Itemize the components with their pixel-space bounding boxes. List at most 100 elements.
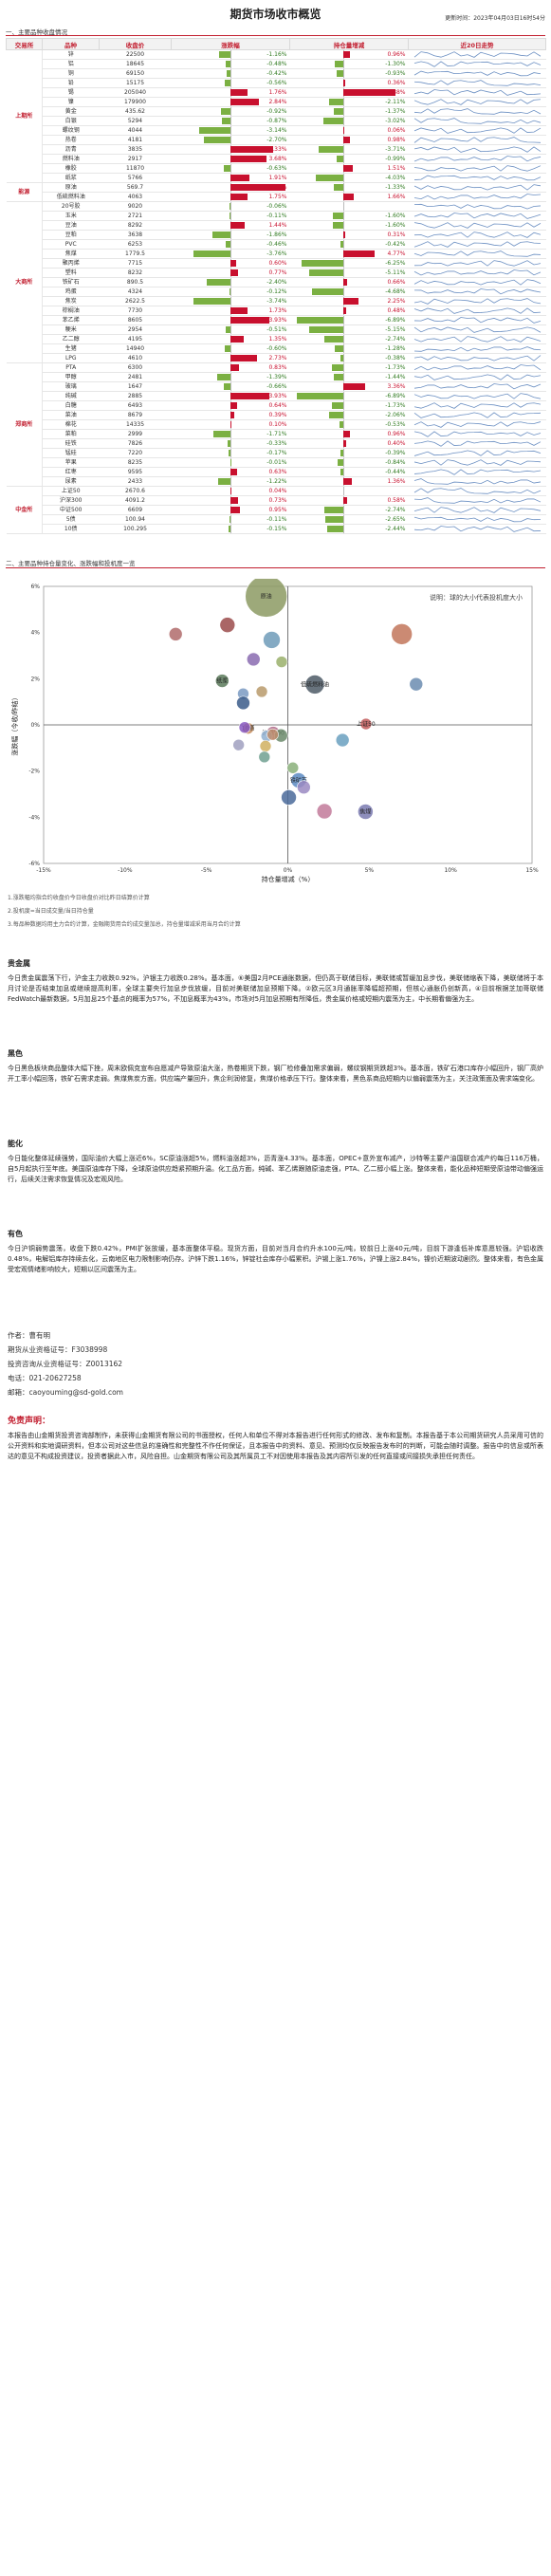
table-row: 上期所锌 22500 -1.16% 0.96% <box>6 49 546 183</box>
data-point <box>219 617 236 633</box>
oi-value: -3.71% <box>385 146 406 153</box>
commodity-name: 焦炭 <box>42 296 100 306</box>
table-row: 镍 179900 2.84% -2.11% <box>7 97 546 107</box>
table-row: 菜油 8679 0.39% -2.06% <box>7 410 546 420</box>
header-exchange: 交易所 <box>6 38 43 50</box>
oi-axis <box>342 344 344 353</box>
oi-cell: 3.36% <box>289 381 409 392</box>
commodity-name: 铝 <box>42 59 100 69</box>
trend-line <box>413 127 541 134</box>
change-cell: -0.12% <box>171 287 290 297</box>
trend-cell <box>408 410 546 420</box>
oi-bar <box>308 269 343 276</box>
trend-line <box>413 317 541 324</box>
close-price: 890.5 <box>99 277 172 287</box>
data-point <box>215 674 230 688</box>
commodity-name: 乙二醇 <box>42 334 100 344</box>
oi-bar <box>342 194 355 200</box>
y-tick-label: 6% <box>30 584 40 590</box>
oi-value: 3.36% <box>387 383 406 390</box>
disclaimer-text: 本报告由山金期货投资咨询部制作，未获得山金期货有限公司的书面授权，任何人和单位不… <box>8 1432 543 1460</box>
trend-line <box>413 184 541 191</box>
table-row: 沪深300 4091.2 0.73% 0.58% <box>7 495 546 506</box>
change-bar <box>221 118 230 124</box>
table-row: 豆粕 3638 -1.86% 0.31% <box>7 230 546 240</box>
oi-axis <box>342 98 344 106</box>
point-label: 低硫燃料油 <box>301 680 329 688</box>
trend-sparkline <box>413 61 541 67</box>
commodity-name: 菜油 <box>42 410 100 420</box>
oi-value: 0.58% <box>387 497 406 504</box>
change-bar <box>218 51 230 58</box>
close-price: 8232 <box>99 268 172 278</box>
commodity-name: 纯碱 <box>42 391 100 401</box>
trend-cell <box>408 182 546 193</box>
change-axis <box>230 287 231 296</box>
commodity-name: 10债 <box>42 524 100 534</box>
author-email[interactable]: 邮箱：caoyouming@sd-gold.com <box>8 1388 123 1397</box>
oi-cell: -6.89% <box>289 315 409 325</box>
change-value: -3.74% <box>266 298 287 305</box>
change-cell: -0.48% <box>171 59 290 69</box>
change-cell: 1.76% <box>171 87 290 98</box>
oi-axis <box>342 335 344 343</box>
oi-cell: -1.28% <box>289 343 409 354</box>
trend-sparkline <box>413 70 541 77</box>
oi-bar <box>334 184 343 191</box>
trend-cell <box>408 211 546 221</box>
close-price: 14940 <box>99 343 172 354</box>
oi-bar <box>331 364 343 371</box>
trend-cell <box>408 201 546 212</box>
change-value: -0.17% <box>266 450 287 456</box>
commodity-name: 铁矿石 <box>42 277 100 287</box>
oi-cell: 0.66% <box>289 277 409 287</box>
trend-sparkline <box>413 232 541 238</box>
table-row: 铜 69150 -0.42% -0.93% <box>7 68 546 79</box>
change-cell: -3.76% <box>171 249 290 259</box>
trend-line <box>413 346 541 352</box>
change-value: -0.11% <box>266 516 287 523</box>
oi-value: -4.03% <box>385 175 406 181</box>
change-axis <box>230 439 231 448</box>
oi-axis <box>342 69 344 78</box>
oi-value: -2.44% <box>385 526 406 532</box>
trend-cell <box>408 353 546 363</box>
commodity-name: 苹果 <box>42 457 100 468</box>
change-value: -2.40% <box>266 279 287 286</box>
change-cell: 0.73% <box>171 495 290 506</box>
change-value: 2.84% <box>268 99 287 105</box>
trend-cell <box>408 372 546 382</box>
close-price: 11870 <box>99 163 172 174</box>
trend-line <box>413 307 541 314</box>
change-cell: -2.40% <box>171 277 290 287</box>
oi-value: -2.11% <box>385 99 406 105</box>
trend-sparkline <box>413 450 541 456</box>
commodity-name: 铜 <box>42 68 100 79</box>
change-value: -0.33% <box>266 440 287 447</box>
y-tick-label: -2% <box>28 769 40 775</box>
oi-bar <box>342 279 348 286</box>
change-axis <box>230 325 231 334</box>
close-price: 2917 <box>99 154 172 164</box>
table-row: 铅 15175 -0.56% 0.36% <box>7 78 546 88</box>
change-axis <box>230 449 231 457</box>
oi-cell: 0.48% <box>289 306 409 316</box>
oi-axis <box>342 449 344 457</box>
oi-cell: -0.93% <box>289 68 409 79</box>
oi-bar <box>342 497 347 504</box>
trend-sparkline <box>413 298 541 305</box>
trend-sparkline <box>413 137 541 143</box>
oi-value: 0.98% <box>387 137 406 143</box>
data-point <box>258 751 271 764</box>
table-row: 低硫燃料油 4063 1.75% 1.66% <box>7 192 546 202</box>
change-cell: -0.15% <box>171 524 290 534</box>
oi-value: -1.73% <box>385 402 406 409</box>
change-value: -0.01% <box>266 459 287 466</box>
change-axis <box>230 525 231 533</box>
oi-value: -4.68% <box>385 288 406 295</box>
oi-cell: -2.74% <box>289 505 409 515</box>
trend-line <box>413 175 541 181</box>
change-cell: -1.86% <box>171 230 290 240</box>
oi-cell: -0.44% <box>289 467 409 477</box>
point-label: 焦煤 <box>359 807 371 815</box>
